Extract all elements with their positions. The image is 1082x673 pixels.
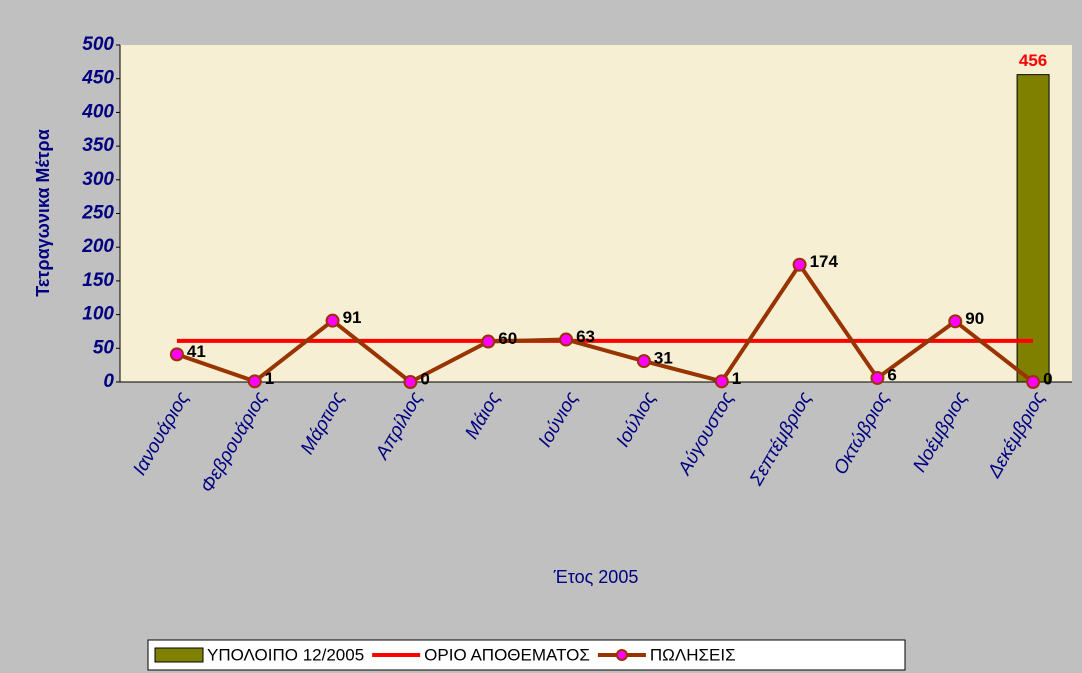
marker [481,334,496,349]
data-label: 1 [732,369,741,388]
legend-marker [615,649,628,661]
data-label: 456 [1019,51,1047,70]
legend-label: ΟΡΙΟ ΑΠΟΘΕΜΑΤΟΣ [424,645,590,664]
legend-swatch [154,647,204,663]
marker [714,374,729,389]
marker [636,354,651,369]
data-label: 0 [420,369,429,388]
line [176,261,1035,385]
data-label: 1 [265,369,274,388]
data-label: 91 [343,308,362,327]
data-label: 0 [1043,369,1052,388]
marker [403,375,418,389]
y-tick-label: 100 [82,304,114,325]
legend-box [147,639,906,671]
data-label: 6 [887,365,896,384]
y-tick-label: 350 [82,135,114,156]
marker [792,257,807,272]
data-label: 174 [810,252,839,271]
data-label: 41 [187,342,206,361]
marker [870,370,885,385]
y-tick-label: 300 [82,169,114,190]
legend-label: ΥΠΟΛΟΙΠΟ 12/2005 [207,645,364,664]
y-tick-label: 0 [103,371,114,392]
marker [1026,375,1041,389]
y-tick-label: 250 [81,203,114,224]
y-tick-label: 450 [81,68,114,89]
marker [948,314,963,329]
data-label: 90 [965,309,984,328]
y-tick-label: 50 [93,337,115,358]
y-tick-label: 400 [81,101,114,122]
y-tick-label: 200 [81,236,114,257]
data-label: 63 [576,327,595,346]
y-tick-label: 150 [82,270,114,291]
y-axis-title: Τετραγωνικα Μέτρα [33,129,53,297]
y-tick-label: 500 [82,34,114,55]
data-label: 31 [654,349,673,368]
marker [325,313,340,328]
marker [559,332,574,347]
plot-area [120,45,1072,382]
legend-label: ΠΩΛΗΣΕΙΣ [650,645,736,664]
data-label: 60 [498,329,517,348]
marker [247,374,262,389]
x-axis-title: Έτος 2005 [553,567,639,587]
marker [169,347,184,362]
bar [1016,74,1050,383]
